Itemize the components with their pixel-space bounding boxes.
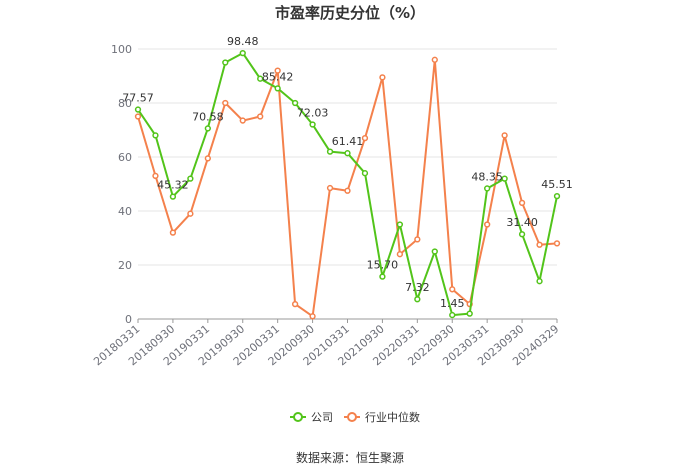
- data-point: [187, 175, 194, 182]
- series-1: [134, 56, 561, 320]
- data-point: [449, 311, 456, 319]
- y-tick-label: 60: [118, 151, 132, 164]
- data-point: [344, 187, 351, 194]
- data-point: [274, 67, 281, 74]
- y-tick-label: 0: [125, 313, 132, 326]
- data-point: [344, 150, 351, 157]
- y-tick-label: 100: [111, 43, 132, 56]
- data-point: [501, 175, 508, 182]
- source-note: 数据来源：恒生聚源: [296, 450, 404, 465]
- data-point: [257, 113, 264, 120]
- data-label: 45.51: [541, 178, 573, 191]
- data-label: 1.45: [440, 297, 465, 310]
- data-label: 77.57: [122, 92, 154, 105]
- series-0: [134, 49, 561, 319]
- legend-marker: [347, 412, 357, 422]
- data-point: [169, 193, 177, 200]
- data-point: [291, 301, 299, 308]
- data-point: [134, 113, 142, 120]
- series-line: [137, 52, 558, 317]
- series-layer: [134, 49, 561, 320]
- data-point: [257, 75, 264, 82]
- x-axis: 2018033120180930201903312019093020200331…: [91, 318, 561, 368]
- data-point: [518, 231, 526, 238]
- data-point: [379, 273, 386, 280]
- legend-label: 公司: [311, 411, 333, 424]
- data-point: [414, 296, 421, 303]
- data-point: [466, 310, 473, 317]
- data-labels: 77.57 45.32 70.58 98.48 85.42 72.03 61.41 15.70…: [122, 35, 573, 310]
- data-point: [484, 185, 491, 192]
- data-point: [361, 134, 369, 142]
- data-point: [152, 172, 159, 180]
- data-point: [553, 192, 561, 200]
- y-tick-label: 20: [118, 259, 132, 272]
- data-label: 7.32: [405, 281, 430, 294]
- data-point: [449, 286, 456, 293]
- data-label: 31.40: [506, 216, 538, 229]
- data-point: [484, 221, 491, 228]
- data-point: [204, 125, 211, 132]
- data-label: 98.48: [227, 35, 259, 48]
- data-label: 72.03: [297, 107, 329, 120]
- data-label: 70.58: [192, 110, 224, 123]
- legend-marker: [293, 412, 303, 422]
- data-point: [361, 170, 369, 177]
- data-point: [431, 248, 438, 255]
- legend-label: 行业中位数: [365, 410, 420, 424]
- data-point: [379, 74, 386, 81]
- data-point: [309, 313, 316, 320]
- legend-item-0[interactable]: 公司: [290, 411, 333, 424]
- data-point: [152, 132, 159, 139]
- data-point: [239, 49, 246, 57]
- data-point: [291, 99, 299, 107]
- chart-title: 市盈率历史分位（%）: [275, 4, 425, 22]
- data-label: 61.41: [332, 135, 364, 148]
- data-point: [326, 184, 334, 192]
- data-point: [414, 236, 421, 243]
- data-point: [274, 85, 281, 92]
- legend[interactable]: 公司 行业中位数: [290, 410, 420, 424]
- data-label: 85.42: [262, 70, 294, 83]
- data-point: [204, 155, 211, 162]
- legend-item-1[interactable]: 行业中位数: [344, 410, 420, 424]
- data-point: [309, 121, 316, 128]
- data-point: [326, 148, 334, 155]
- y-tick-label: 80: [118, 97, 132, 110]
- y-tick-label: 40: [118, 205, 132, 218]
- data-point: [396, 251, 404, 258]
- data-point: [431, 56, 438, 63]
- data-point: [222, 99, 229, 107]
- data-point: [239, 117, 246, 124]
- data-label: 45.32: [157, 179, 189, 192]
- data-point: [396, 221, 404, 228]
- data-point: [222, 59, 229, 66]
- data-point: [501, 132, 508, 139]
- data-label: 15.70: [367, 259, 399, 272]
- data-point: [518, 199, 526, 207]
- data-point: [187, 210, 194, 217]
- data-point: [134, 106, 142, 113]
- data-point: [536, 241, 543, 248]
- data-point: [536, 278, 543, 285]
- y-axis: 0 20 40 60 80 100: [111, 43, 132, 326]
- data-label: 48.35: [471, 170, 503, 183]
- data-point: [169, 229, 177, 236]
- data-point: [553, 240, 561, 247]
